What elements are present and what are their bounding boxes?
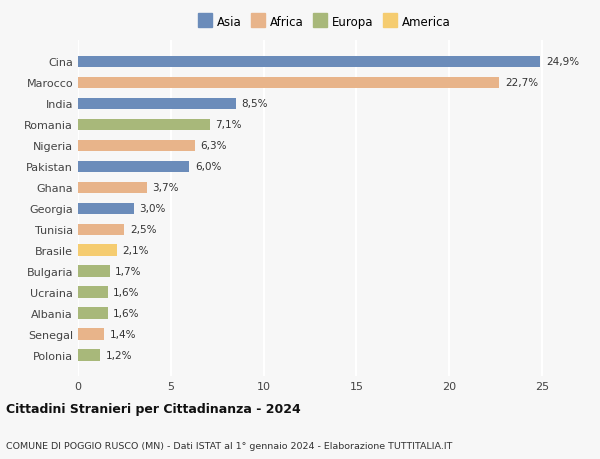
Bar	[78, 308, 108, 319]
Bar	[78, 78, 499, 89]
Text: 7,1%: 7,1%	[215, 120, 242, 130]
Text: 24,9%: 24,9%	[546, 57, 579, 67]
Bar	[78, 161, 190, 173]
Bar	[78, 140, 195, 152]
Text: COMUNE DI POGGIO RUSCO (MN) - Dati ISTAT al 1° gennaio 2024 - Elaborazione TUTTI: COMUNE DI POGGIO RUSCO (MN) - Dati ISTAT…	[6, 441, 452, 450]
Bar	[78, 119, 210, 131]
Bar	[78, 245, 117, 257]
Text: 1,4%: 1,4%	[110, 330, 136, 340]
Text: 8,5%: 8,5%	[241, 99, 268, 109]
Bar	[78, 266, 110, 277]
Bar	[78, 182, 146, 194]
Text: 1,6%: 1,6%	[113, 308, 140, 319]
Bar	[78, 56, 540, 68]
Bar	[78, 224, 124, 235]
Text: 6,0%: 6,0%	[195, 162, 221, 172]
Text: 22,7%: 22,7%	[505, 78, 538, 88]
Text: 1,7%: 1,7%	[115, 267, 142, 277]
Bar	[78, 287, 108, 298]
Text: 2,1%: 2,1%	[122, 246, 149, 256]
Bar	[78, 329, 104, 340]
Bar	[78, 98, 236, 110]
Text: 3,0%: 3,0%	[139, 204, 166, 214]
Bar	[78, 203, 134, 215]
Text: Cittadini Stranieri per Cittadinanza - 2024: Cittadini Stranieri per Cittadinanza - 2…	[6, 403, 301, 415]
Legend: Asia, Africa, Europa, America: Asia, Africa, Europa, America	[196, 14, 452, 31]
Text: 1,6%: 1,6%	[113, 288, 140, 297]
Text: 1,2%: 1,2%	[106, 350, 133, 360]
Text: 2,5%: 2,5%	[130, 225, 157, 235]
Text: 6,3%: 6,3%	[200, 141, 227, 151]
Bar	[78, 350, 100, 361]
Text: 3,7%: 3,7%	[152, 183, 179, 193]
